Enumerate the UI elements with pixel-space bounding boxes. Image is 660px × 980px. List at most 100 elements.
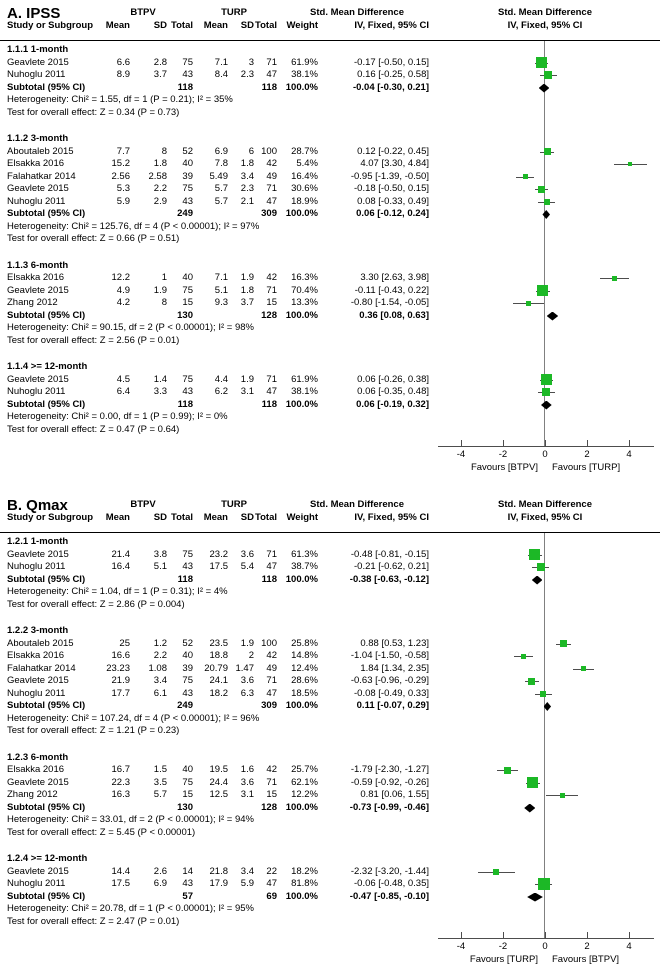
axis-tick [460, 440, 462, 447]
study-name-cell: Geavlete 2015 [7, 373, 69, 385]
mean2-cell: 9.3 [214, 297, 228, 308]
weight-cell: 18.9% [291, 195, 318, 207]
panel-a-ipss: A. IPSS BTPV TURP Std. Mean Difference S… [0, 4, 660, 486]
group1-header: BTPV [130, 7, 156, 18]
total2-column-header: Total [255, 20, 277, 31]
overall-test-row: Test for overall effect: Z = 2.86 (P = 0… [0, 599, 660, 612]
panel-b-axis: -4 -2 0 2 4 Favours [TURP] Favours [BTPV] [0, 928, 660, 978]
study-column-header: Study or Subgroup [7, 20, 94, 31]
subtotal-total2-cell: 128 [261, 801, 277, 813]
total1-cell: 75 [182, 183, 193, 194]
overall-test-row: Test for overall effect: Z = 2.47 (P = 0… [0, 916, 660, 929]
panel-a-title: A. IPSS [7, 5, 61, 22]
mean1-cell: 16.7 [111, 764, 131, 775]
overall-test-row: Test for overall effect: Z = 0.47 (P = 0… [0, 424, 660, 437]
ci-text-cell: -0.08 [-0.49, 0.33] [354, 687, 429, 699]
ci-text-cell: -0.06 [-0.48, 0.35] [354, 878, 429, 889]
heterogeneity-text: Heterogeneity: Chi² = 33.01, df = 2 (P <… [7, 814, 254, 825]
effect-square [535, 57, 547, 69]
mean1-column-header: Mean [105, 20, 130, 31]
total2-cell: 42 [266, 158, 277, 169]
weight-cell: 38.7% [291, 561, 318, 572]
effect-square [543, 198, 550, 205]
sd2-cell: 5.4 [240, 561, 254, 572]
heterogeneity-text: Heterogeneity: Chi² = 1.04, df = 1 (P = … [7, 586, 228, 597]
sd2-cell: 6 [248, 145, 254, 157]
subtotal-diamond [527, 892, 543, 902]
heterogeneity-row: Heterogeneity: Chi² = 0.00, df = 1 (P = … [0, 411, 660, 424]
study-row: Geavlete 2015 5.3 2.2 75 5.7 2.3 71 30.6% -0.18 … [0, 183, 660, 196]
subgroup-label: 1.2.3 6-month [7, 751, 69, 763]
ci-text-cell: 3.30 [2.63, 3.98] [360, 272, 429, 283]
sd2-cell: 2.3 [240, 69, 254, 80]
effect-square [544, 71, 553, 80]
study-row: Elsakka 2016 16.6 2.2 40 18.8 2 42 14.8% -1.04 [… [0, 650, 660, 663]
sd1-cell: 6.9 [153, 878, 167, 889]
heterogeneity-text: Heterogeneity: Chi² = 20.78, df = 1 (P <… [7, 903, 254, 914]
total2-cell: 15 [266, 789, 277, 800]
sd2-cell: 2.1 [240, 195, 254, 207]
spacer-row [0, 119, 660, 133]
mean1-cell: 17.7 [111, 687, 131, 699]
sd2-column-header: SD [240, 512, 254, 523]
heterogeneity-row: Heterogeneity: Chi² = 125.76, df = 4 (P … [0, 221, 660, 234]
total1-cell: 43 [182, 561, 193, 572]
study-column-header: Study or Subgroup [7, 512, 94, 523]
sd2-cell: 1.9 [240, 637, 254, 649]
sd2-cell: 3 [248, 56, 254, 68]
subtotal-row: Subtotal (95% CI) 118 118 100.0% 0.06 [-0.19… [0, 399, 660, 412]
total2-cell: 71 [266, 284, 277, 296]
study-row: Nuhoglu 2011 6.4 3.3 43 6.2 3.1 47 38.1% 0.06 [-… [0, 386, 660, 399]
weight-cell: 70.4% [291, 284, 318, 296]
total2-cell: 100 [261, 637, 277, 649]
weight-cell: 25.8% [291, 637, 318, 649]
panel-a-axis: -4 -2 0 2 4 Favours [BTPV] Favours [TURP] [0, 436, 660, 486]
total2-cell: 42 [266, 272, 277, 283]
total1-cell: 75 [182, 56, 193, 68]
axis-tick-label: 2 [584, 941, 590, 952]
sd2-cell: 1.9 [240, 272, 254, 283]
ci-text-cell: 0.06 [-0.35, 0.48] [357, 386, 429, 397]
total1-cell: 15 [182, 297, 193, 308]
panel-a-rows: 1.1.1 1-month Geavlete 2015 6.6 2.8 75 7.1 3 71… [0, 41, 660, 447]
sd1-cell: 2.9 [153, 195, 167, 207]
overall-test-text: Test for overall effect: Z = 0.47 (P = 0… [7, 423, 180, 435]
sd1-cell: 2.58 [148, 170, 168, 182]
study-row: Zhang 2012 16.3 5.7 15 12.5 3.1 15 12.2% 0.81 [0… [0, 789, 660, 802]
subtotal-label: Subtotal (95% CI) [7, 398, 86, 410]
total1-cell: 14 [182, 865, 193, 877]
subtotal-ci-cell: 0.06 [-0.12, 0.24] [356, 208, 429, 219]
sd1-cell: 5.1 [153, 561, 167, 572]
weight-cell: 18.2% [291, 865, 318, 877]
mean1-cell: 25 [119, 637, 130, 649]
subtotal-label: Subtotal (95% CI) [7, 81, 86, 93]
subtotal-label: Subtotal (95% CI) [7, 801, 86, 813]
subtotal-total1-cell: 118 [177, 81, 193, 93]
effect-square [559, 640, 567, 648]
sd2-cell: 3.7 [240, 297, 254, 308]
sd1-cell: 5.7 [153, 789, 167, 800]
spacer-row [0, 738, 660, 752]
subtotal-ci-cell: -0.47 [-0.85, -0.10] [349, 890, 429, 902]
mean2-cell: 23.2 [209, 548, 229, 560]
spacer-row [0, 246, 660, 260]
total1-cell: 75 [182, 675, 193, 686]
study-name-cell: Elsakka 2016 [7, 158, 65, 169]
group2-header: TURP [221, 499, 247, 510]
total2-cell: 71 [266, 776, 277, 788]
mean1-cell: 16.4 [111, 561, 131, 572]
sd2-cell: 3.1 [240, 386, 254, 397]
weight-cell: 61.9% [291, 56, 318, 68]
sd1-cell: 2.2 [153, 650, 167, 661]
panel-b-title: B. Qmax [7, 497, 68, 514]
total1-cell: 43 [182, 195, 193, 207]
subtotal-total1-cell: 249 [177, 700, 193, 711]
subtotal-total1-cell: 57 [182, 890, 193, 902]
total2-cell: 47 [266, 195, 277, 207]
subgroup-row: 1.1.1 1-month [0, 44, 660, 57]
study-name-cell: Aboutaleb 2015 [7, 637, 74, 649]
overall-test-text: Test for overall effect: Z = 5.45 (P < 0… [7, 826, 196, 838]
heterogeneity-row: Heterogeneity: Chi² = 33.01, df = 2 (P <… [0, 814, 660, 827]
subtotal-total1-cell: 118 [177, 573, 193, 585]
total1-cell: 52 [182, 637, 193, 649]
